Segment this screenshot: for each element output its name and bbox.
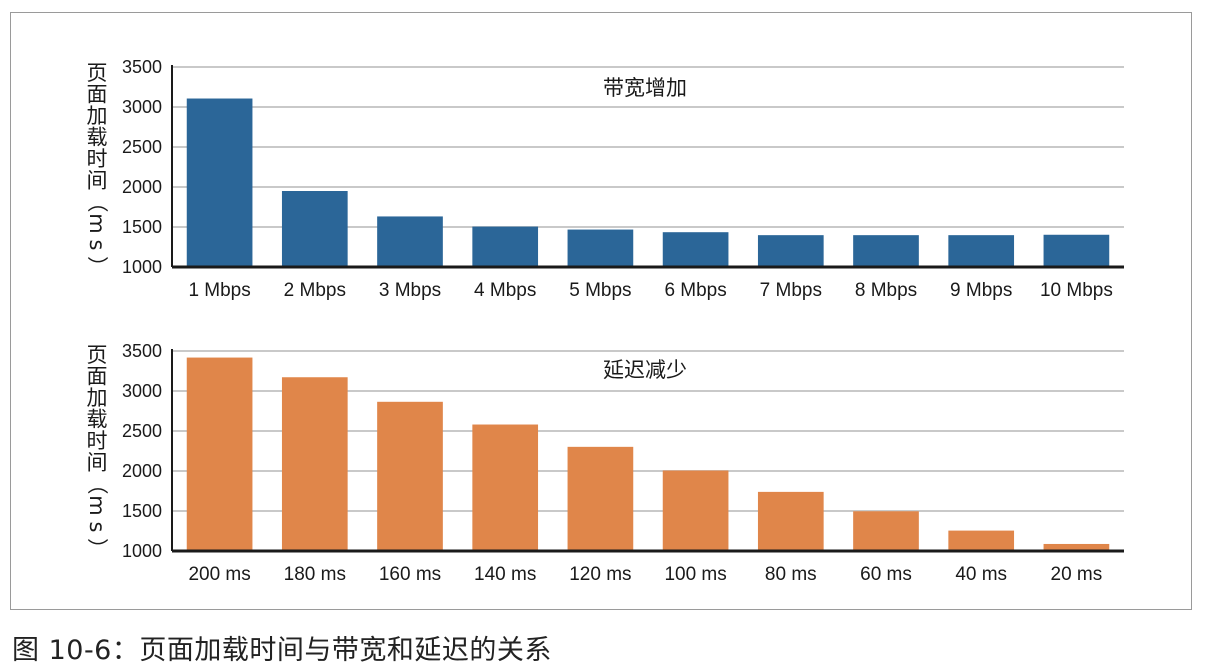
chart-title: 延迟减少 (603, 358, 687, 382)
bar (948, 530, 1015, 551)
y-tick-label: 1000 (122, 541, 162, 561)
x-category-label: 60 ms (860, 564, 912, 585)
y-tick-label: 1500 (122, 217, 162, 237)
x-category-label: 120 ms (569, 564, 631, 585)
y-tick-label: 3000 (122, 381, 162, 401)
x-category-label: 9 Mbps (950, 280, 1012, 301)
x-category-label: 160 ms (379, 564, 441, 585)
bar (853, 511, 919, 551)
bar (662, 470, 729, 551)
bar (377, 216, 443, 267)
x-category-label: 80 ms (765, 564, 817, 585)
x-category-label: 2 Mbps (284, 280, 346, 301)
bar (281, 191, 348, 267)
y-axis-label-char: 载 (87, 408, 108, 432)
y-axis-label-char: 间 (87, 169, 108, 193)
bar (662, 232, 729, 267)
y-axis-label-char: 页 (87, 61, 108, 85)
y-axis-label-char: （ (85, 474, 109, 495)
y-axis-label-char: 加 (87, 386, 108, 410)
bar (853, 235, 919, 267)
x-category-label: 200 ms (188, 564, 250, 585)
y-axis-label-char: m (85, 213, 109, 233)
y-axis-label-char: 面 (87, 365, 108, 389)
x-category-label: 4 Mbps (474, 280, 536, 301)
x-category-label: 100 ms (664, 564, 726, 585)
y-axis-label-char: m (85, 495, 109, 515)
y-axis-label-char: 间 (87, 451, 108, 475)
latency-chart: 1000 1500 2000 2500 3000 3500 200 ms 180 ms 160 … (85, 341, 1124, 585)
bar (1043, 234, 1110, 267)
bar (567, 446, 634, 551)
y-axis-label-char: s (85, 522, 109, 533)
bar (281, 377, 348, 551)
x-category-label: 3 Mbps (379, 280, 441, 301)
bar (1043, 543, 1110, 551)
x-category-label: 10 Mbps (1040, 280, 1113, 301)
y-tick-label: 2000 (122, 461, 162, 481)
x-category-label: 180 ms (284, 564, 346, 585)
y-axis-label-char: s (85, 240, 109, 251)
bar (567, 229, 634, 267)
y-axis-label-char: 载 (87, 126, 108, 150)
y-axis-label-char: ） (85, 538, 109, 559)
bandwidth-chart: 1000 1500 2000 2500 3000 3500 1 Mbps 2 Mbps 3 Mb… (85, 57, 1124, 301)
x-category-label: 6 Mbps (664, 280, 726, 301)
bar (186, 357, 253, 551)
x-category-label: 40 ms (955, 564, 1007, 585)
bar (757, 235, 824, 267)
y-axis-label-char: （ (85, 192, 109, 213)
x-category-label: 20 ms (1051, 564, 1103, 585)
y-tick-label: 3500 (122, 57, 162, 77)
x-category-label: 5 Mbps (569, 280, 631, 301)
y-axis-label-char: ） (85, 256, 109, 277)
x-category-label: 1 Mbps (188, 280, 250, 301)
y-axis-label-char: 面 (87, 83, 108, 107)
bar (377, 401, 443, 551)
y-tick-label: 3000 (122, 97, 162, 117)
chart-title: 带宽增加 (603, 76, 687, 100)
x-category-label: 8 Mbps (855, 280, 917, 301)
y-tick-label: 1500 (122, 501, 162, 521)
y-tick-label: 3500 (122, 341, 162, 361)
y-axis-label-char: 时 (87, 147, 108, 171)
y-axis-label-char: 时 (87, 429, 108, 453)
bar (757, 491, 824, 551)
y-axis-label-char: 加 (87, 104, 108, 128)
y-tick-label: 2500 (122, 137, 162, 157)
x-category-label: 140 ms (474, 564, 536, 585)
figure-caption: 图 10-6：页面加载时间与带宽和延迟的关系 (12, 635, 552, 666)
bar (186, 98, 253, 268)
bar (472, 226, 539, 267)
y-axis-label-char: 页 (87, 343, 108, 367)
bar (472, 424, 539, 551)
bar (948, 235, 1015, 267)
y-tick-label: 2000 (122, 177, 162, 197)
y-tick-label: 2500 (122, 421, 162, 441)
x-category-label: 7 Mbps (760, 280, 822, 301)
y-tick-label: 1000 (122, 257, 162, 277)
